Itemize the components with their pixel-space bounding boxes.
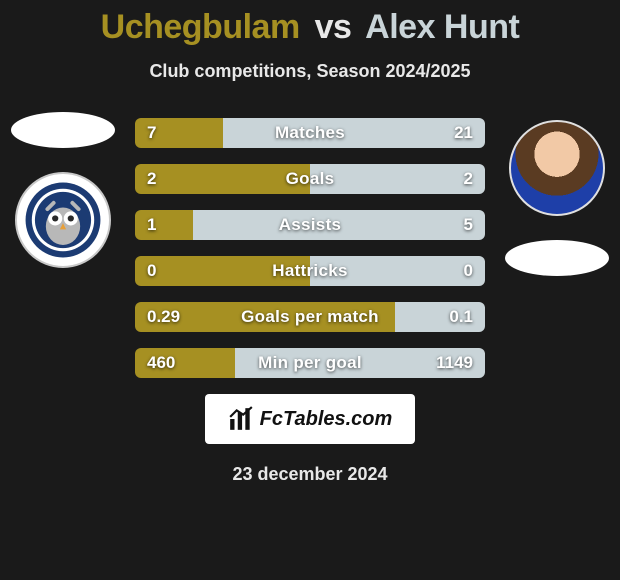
stat-bar-left (135, 210, 193, 240)
stats-bars: 7 21 Matches 2 2 Goals 1 5 Assists 0 0 Hattricks 0.2… (135, 118, 485, 378)
stat-row: 7 21 Matches (135, 118, 485, 148)
stat-value-left: 460 (147, 353, 175, 373)
stat-value-right: 21 (454, 123, 473, 143)
right-avatars (502, 120, 612, 300)
logo-text: FcTables.com (260, 408, 393, 431)
stat-bar-left (135, 164, 310, 194)
stat-label: Matches (275, 123, 345, 143)
stat-value-right: 0 (464, 261, 473, 281)
stat-value-left: 1 (147, 215, 156, 235)
right-player-photo (509, 120, 605, 216)
comparison-card: Uchegbulam vs Alex Hunt Club competition… (0, 0, 620, 580)
page-title: Uchegbulam vs Alex Hunt (0, 8, 620, 47)
stat-value-right: 1149 (436, 353, 473, 373)
stat-value-left: 0.29 (147, 307, 180, 327)
stat-row: 460 1149 Min per goal (135, 348, 485, 378)
right-ellipse-placeholder (505, 240, 609, 276)
stat-value-left: 0 (147, 261, 156, 281)
stat-row: 0.29 0.1 Goals per match (135, 302, 485, 332)
stat-label: Assists (279, 215, 342, 235)
subtitle: Club competitions, Season 2024/2025 (0, 61, 620, 82)
chart-icon (228, 406, 254, 432)
owl-badge-icon (24, 181, 102, 259)
date-text: 23 december 2024 (0, 464, 620, 485)
fctables-logo: FcTables.com (205, 394, 415, 444)
stat-label: Goals per match (241, 307, 379, 327)
stat-row: 0 0 Hattricks (135, 256, 485, 286)
vs-text: vs (315, 8, 352, 46)
stat-bar-right (310, 164, 485, 194)
stat-value-left: 2 (147, 169, 156, 189)
stat-value-right: 0.1 (449, 307, 473, 327)
stat-label: Min per goal (258, 353, 362, 373)
stat-row: 2 2 Goals (135, 164, 485, 194)
stat-value-right: 5 (464, 215, 473, 235)
stat-label: Hattricks (272, 261, 347, 281)
left-club-badge (15, 172, 111, 268)
stat-label: Goals (286, 169, 335, 189)
left-avatars (8, 112, 118, 268)
player2-name: Alex Hunt (365, 8, 519, 46)
stat-row: 1 5 Assists (135, 210, 485, 240)
stat-bar-right (223, 118, 485, 148)
player1-name: Uchegbulam (101, 8, 300, 46)
left-ellipse-placeholder (11, 112, 115, 148)
stat-value-right: 2 (464, 169, 473, 189)
stat-value-left: 7 (147, 123, 156, 143)
